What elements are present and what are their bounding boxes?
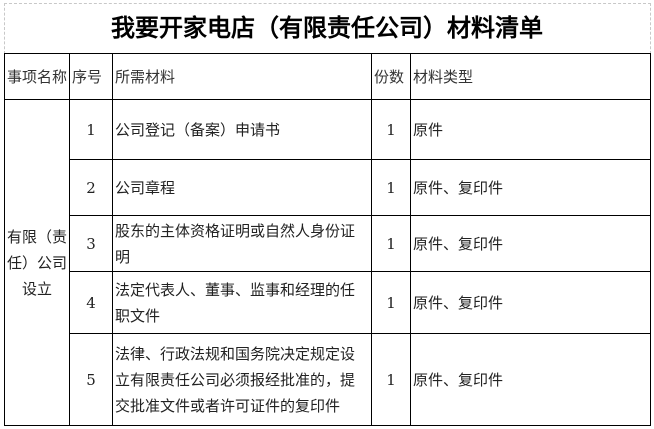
row-no: 5 xyxy=(69,333,113,426)
row-no: 2 xyxy=(69,159,113,216)
title-frame xyxy=(4,3,651,54)
row-no: 1 xyxy=(69,99,113,160)
header-item-name: 事项名称 xyxy=(4,53,70,100)
row-material: 公司章程 xyxy=(112,159,372,216)
row-count: 1 xyxy=(371,215,411,272)
row-material: 股东的主体资格证明或自然人身份证明 xyxy=(112,215,372,272)
row-type: 原件 xyxy=(410,99,651,160)
row-material: 公司登记（备案）申请书 xyxy=(112,99,372,160)
row-count: 1 xyxy=(371,99,411,160)
row-type: 原件、复印件 xyxy=(410,333,651,426)
header-count: 份数 xyxy=(371,53,411,100)
page-title: 我要开家电店（有限责任公司）材料清单 xyxy=(111,13,543,42)
item-name-cell: 有限（责任）公司设立 xyxy=(4,99,70,426)
table-row: 5 法律、行政法规和国务院决定规定设立有限责任公司必须报经批准的，提交批准文件或… xyxy=(5,333,651,426)
row-count: 1 xyxy=(371,333,411,426)
materials-table: 事项名称 序号 所需材料 份数 材料类型 有限（责任）公司设立 1 公司登记（备… xyxy=(4,53,651,426)
table-row: 4 法定代表人、董事、监事和经理的任职文件 1 原件、复印件 xyxy=(5,271,651,334)
row-count: 1 xyxy=(371,159,411,216)
row-no: 4 xyxy=(69,271,113,334)
row-type: 原件、复印件 xyxy=(410,271,651,334)
header-material: 所需材料 xyxy=(112,53,372,100)
header-type: 材料类型 xyxy=(410,53,651,100)
table-row: 有限（责任）公司设立 1 公司登记（备案）申请书 1 原件 xyxy=(4,99,651,426)
row-material: 法定代表人、董事、监事和经理的任职文件 xyxy=(112,271,372,334)
row-no: 3 xyxy=(69,215,113,272)
row-count: 1 xyxy=(371,271,411,334)
table-row: 2 公司章程 1 原件、复印件 xyxy=(5,159,651,216)
row-type: 原件、复印件 xyxy=(410,159,651,216)
row-type: 原件、复印件 xyxy=(410,215,651,272)
table-row: 3 股东的主体资格证明或自然人身份证明 1 原件、复印件 xyxy=(5,215,651,272)
header-row: 事项名称 序号 所需材料 份数 材料类型 xyxy=(4,53,651,100)
header-no: 序号 xyxy=(69,53,113,100)
row-material: 法律、行政法规和国务院决定规定设立有限责任公司必须报经批准的，提交批准文件或者许… xyxy=(112,333,372,426)
